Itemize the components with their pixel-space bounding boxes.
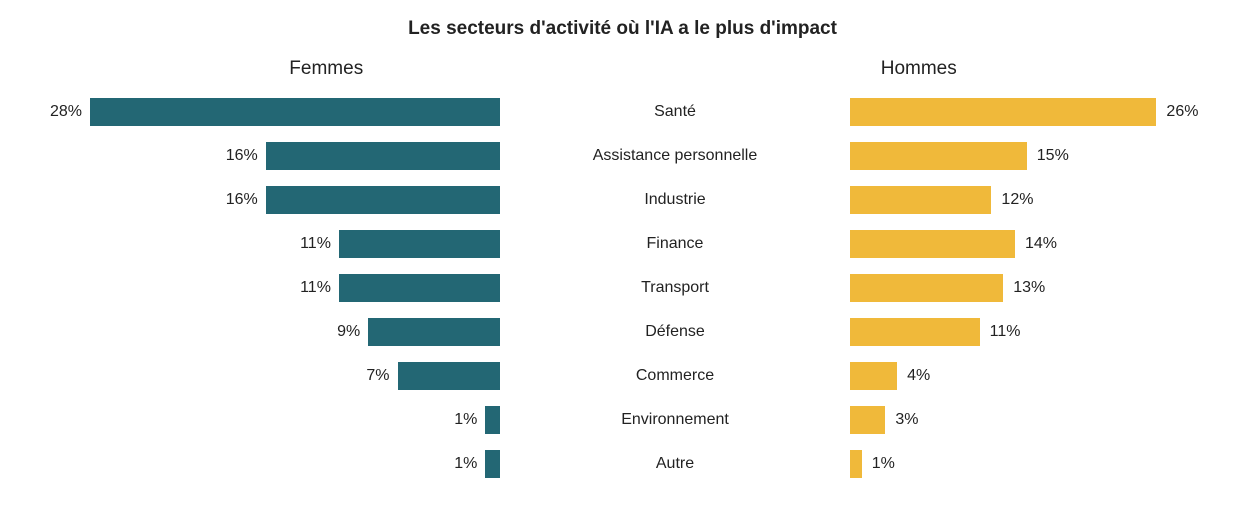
left-value-label: 11% xyxy=(300,235,331,253)
left-side: 1% xyxy=(30,406,500,434)
left-value-label: 1% xyxy=(454,455,477,473)
left-value-label: 11% xyxy=(300,279,331,297)
left-side: 16% xyxy=(30,142,500,170)
left-bar xyxy=(90,98,500,126)
right-side: 13% xyxy=(850,274,1220,302)
left-side: 11% xyxy=(30,230,500,258)
category-label: Industrie xyxy=(500,191,850,209)
left-value-label: 16% xyxy=(226,147,258,165)
right-side: 12% xyxy=(850,186,1220,214)
left-side: 9% xyxy=(30,318,500,346)
chart-row: 11% Finance 14% xyxy=(30,222,1215,266)
right-value-label: 1% xyxy=(872,455,895,473)
right-side: 1% xyxy=(850,450,1220,478)
chart-container: Les secteurs d'activité où l'IA a le plu… xyxy=(0,0,1245,506)
left-bar xyxy=(398,362,501,390)
category-label: Assistance personnelle xyxy=(500,147,850,165)
category-label: Transport xyxy=(500,279,850,297)
left-side: 16% xyxy=(30,186,500,214)
right-side: 4% xyxy=(850,362,1220,390)
left-side: 28% xyxy=(30,98,500,126)
right-value-label: 26% xyxy=(1166,103,1198,121)
right-value-label: 15% xyxy=(1037,147,1069,165)
chart-row: 16% Assistance personnelle 15% xyxy=(30,134,1215,178)
right-value-label: 3% xyxy=(895,411,918,429)
left-bar xyxy=(339,230,500,258)
category-label: Défense xyxy=(500,323,850,341)
right-side: 3% xyxy=(850,406,1220,434)
right-bar xyxy=(850,406,885,434)
left-heading: Femmes xyxy=(30,58,623,80)
left-bar xyxy=(485,406,500,434)
category-label: Finance xyxy=(500,235,850,253)
left-value-label: 7% xyxy=(366,367,389,385)
chart-row: 1% Autre 1% xyxy=(30,442,1215,486)
left-side: 7% xyxy=(30,362,500,390)
category-label: Autre xyxy=(500,455,850,473)
left-bar xyxy=(368,318,500,346)
left-bar xyxy=(266,142,500,170)
left-value-label: 9% xyxy=(337,323,360,341)
chart-row: 16% Industrie 12% xyxy=(30,178,1215,222)
left-bar xyxy=(485,450,500,478)
right-bar xyxy=(850,98,1156,126)
left-bar xyxy=(339,274,500,302)
right-bar xyxy=(850,230,1015,258)
chart-rows: 28%Santé26%16%Assistance personnelle15%1… xyxy=(30,90,1215,486)
right-value-label: 11% xyxy=(990,323,1021,341)
chart-row: 1% Environnement 3% xyxy=(30,398,1215,442)
left-side: 11% xyxy=(30,274,500,302)
chart-row: 28% Santé 26% xyxy=(30,90,1215,134)
right-side: 15% xyxy=(850,142,1220,170)
chart-title: Les secteurs d'activité où l'IA a le plu… xyxy=(30,18,1215,40)
left-value-label: 16% xyxy=(226,191,258,209)
right-heading: Hommes xyxy=(623,58,1216,80)
chart-row: 11% Transport 13% xyxy=(30,266,1215,310)
category-label: Commerce xyxy=(500,367,850,385)
right-value-label: 4% xyxy=(907,367,930,385)
right-side: 26% xyxy=(850,98,1220,126)
left-side: 1% xyxy=(30,450,500,478)
left-value-label: 1% xyxy=(454,411,477,429)
right-bar xyxy=(850,142,1027,170)
category-label: Santé xyxy=(500,103,850,121)
category-label: Environnement xyxy=(500,411,850,429)
right-bar xyxy=(850,274,1003,302)
right-value-label: 14% xyxy=(1025,235,1057,253)
right-bar xyxy=(850,362,897,390)
right-value-label: 12% xyxy=(1001,191,1033,209)
right-side: 11% xyxy=(850,318,1220,346)
left-bar xyxy=(266,186,500,214)
chart-subtitles: Femmes Hommes xyxy=(30,58,1215,80)
chart-row: 9% Défense 11% xyxy=(30,310,1215,354)
chart-row: 7% Commerce 4% xyxy=(30,354,1215,398)
right-bar xyxy=(850,450,862,478)
right-bar xyxy=(850,318,980,346)
right-value-label: 13% xyxy=(1013,279,1045,297)
right-side: 14% xyxy=(850,230,1220,258)
right-bar xyxy=(850,186,991,214)
left-value-label: 28% xyxy=(50,103,82,121)
